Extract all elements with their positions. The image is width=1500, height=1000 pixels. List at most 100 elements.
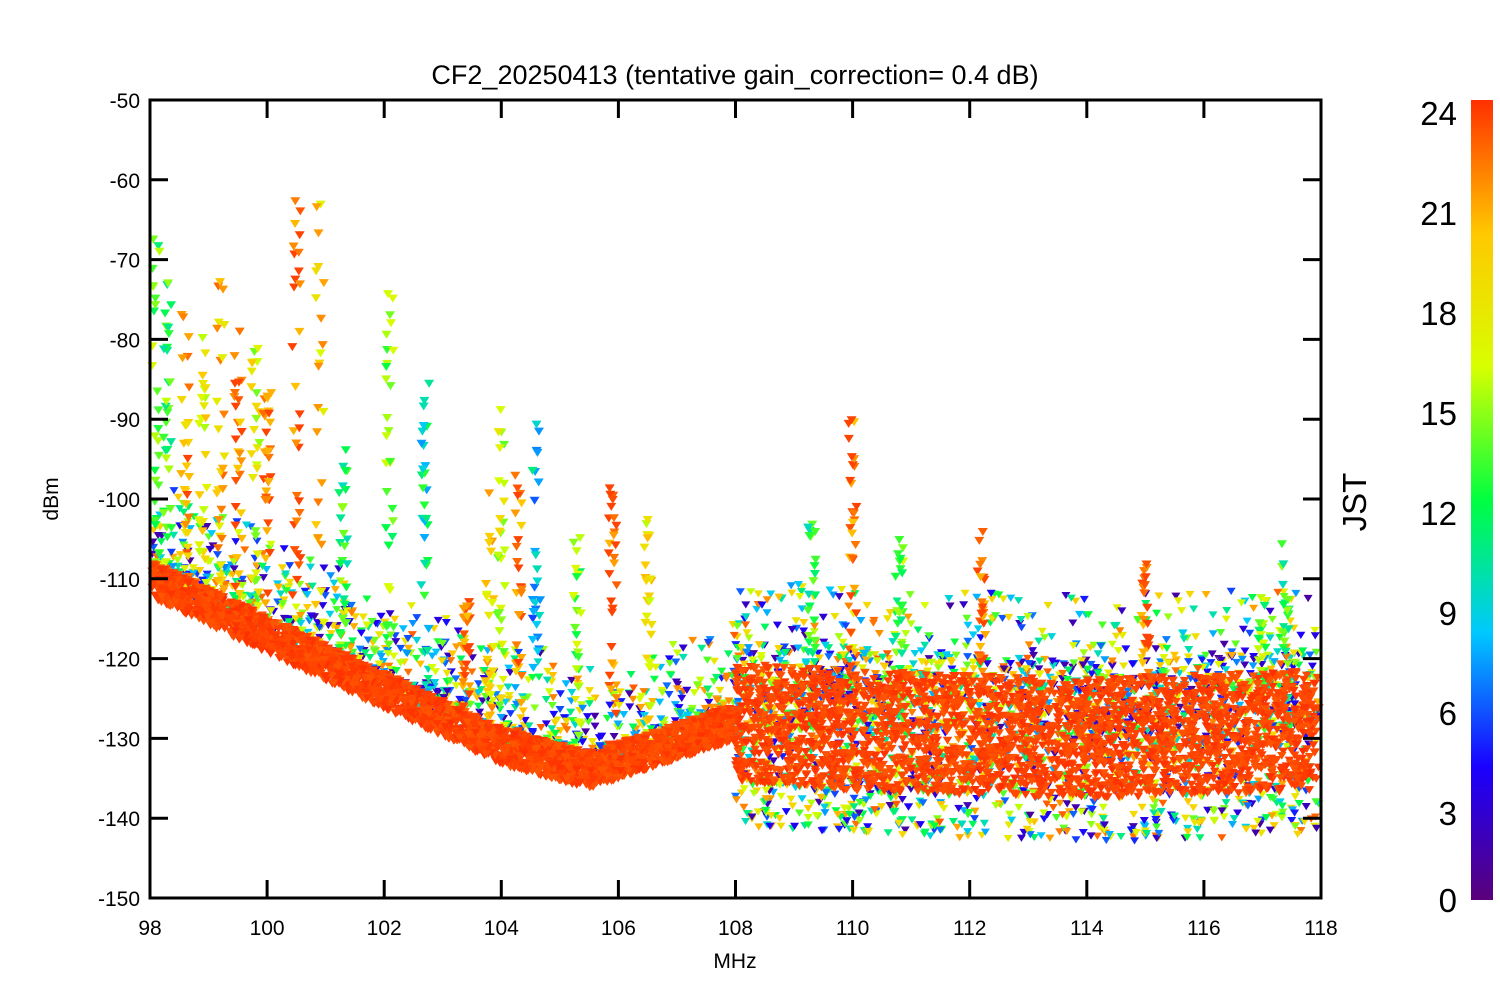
- data-point: [166, 524, 177, 533]
- data-point: [1243, 802, 1253, 810]
- data-point: [1173, 597, 1183, 605]
- data-point: [590, 712, 600, 720]
- data-point: [585, 665, 595, 674]
- data-point: [1142, 829, 1152, 838]
- data-point: [430, 679, 440, 687]
- data-point: [810, 622, 820, 630]
- data-point: [850, 813, 860, 821]
- data-point: [484, 532, 495, 541]
- data-point: [582, 713, 592, 721]
- data-point: [573, 731, 584, 740]
- data-point: [575, 609, 586, 618]
- data-point: [749, 789, 759, 797]
- data-point: [1064, 666, 1074, 674]
- data-point: [305, 556, 315, 564]
- data-point: [709, 657, 719, 665]
- data-point: [1254, 626, 1265, 635]
- data-point: [673, 649, 683, 657]
- data-point: [1277, 814, 1287, 822]
- data-point: [760, 623, 770, 631]
- data-point: [218, 285, 229, 294]
- data-point: [461, 602, 472, 611]
- data-point: [510, 509, 521, 518]
- data-point: [347, 609, 357, 617]
- data-point: [253, 602, 264, 611]
- data-point: [481, 580, 492, 589]
- data-point: [547, 725, 557, 733]
- data-point: [913, 626, 923, 634]
- data-point: [735, 588, 745, 596]
- data-point: [901, 630, 911, 638]
- data-point: [499, 582, 510, 591]
- data-point: [584, 700, 594, 708]
- data-point: [200, 349, 211, 358]
- data-point: [838, 638, 848, 646]
- data-point: [194, 541, 205, 550]
- data-point: [340, 446, 351, 455]
- data-point: [485, 684, 496, 693]
- data-point: [761, 786, 771, 795]
- data-point: [318, 602, 328, 610]
- data-point: [195, 567, 205, 575]
- data-point: [362, 621, 372, 629]
- data-point: [163, 323, 174, 332]
- data-point: [568, 538, 579, 547]
- data-point: [1159, 654, 1169, 662]
- data-point: [1247, 594, 1257, 602]
- data-point: [704, 698, 714, 707]
- data-point: [1227, 648, 1237, 656]
- data-point: [246, 450, 257, 459]
- data-point: [281, 587, 291, 595]
- data-point: [1130, 837, 1140, 845]
- data-point: [1079, 649, 1089, 657]
- data-point: [605, 490, 616, 499]
- data-point: [987, 595, 997, 604]
- data-point: [1279, 623, 1289, 631]
- data-point: [234, 470, 245, 479]
- data-point: [1171, 667, 1181, 675]
- data-point: [609, 732, 619, 741]
- data-point: [1233, 809, 1243, 817]
- data-point: [896, 616, 907, 625]
- data-point: [1098, 803, 1108, 811]
- data-point: [285, 562, 295, 570]
- data-point: [1201, 651, 1211, 660]
- data-point: [378, 657, 388, 666]
- data-point: [975, 662, 985, 670]
- data-point: [990, 686, 1000, 694]
- data-point: [845, 656, 855, 665]
- data-point: [732, 796, 742, 804]
- data-point: [1099, 821, 1109, 829]
- data-point: [194, 548, 205, 557]
- data-point: [346, 601, 356, 610]
- data-point: [980, 630, 991, 639]
- data-point: [427, 663, 437, 672]
- data-point: [570, 564, 581, 573]
- data-point: [516, 714, 526, 722]
- data-point: [530, 704, 540, 712]
- data-point: [494, 444, 505, 453]
- data-point: [898, 831, 908, 839]
- data-point: [513, 658, 524, 667]
- data-point: [1068, 619, 1078, 627]
- data-point: [865, 713, 875, 722]
- data-point: [963, 832, 973, 840]
- data-point: [386, 631, 396, 639]
- data-point: [625, 703, 635, 711]
- data-point: [603, 549, 614, 558]
- data-point: [1298, 647, 1308, 655]
- data-point: [1294, 799, 1304, 808]
- data-point: [215, 278, 226, 287]
- data-point: [548, 662, 558, 670]
- data-point: [877, 803, 887, 811]
- data-point: [338, 595, 349, 604]
- data-point: [761, 806, 771, 815]
- data-point: [342, 560, 353, 569]
- data-point: [1086, 821, 1096, 829]
- data-point: [567, 688, 577, 697]
- data-point: [1151, 645, 1161, 653]
- data-point: [462, 612, 473, 621]
- data-point: [1140, 581, 1151, 590]
- scatter-points: [147, 197, 1324, 845]
- data-point: [1232, 658, 1242, 667]
